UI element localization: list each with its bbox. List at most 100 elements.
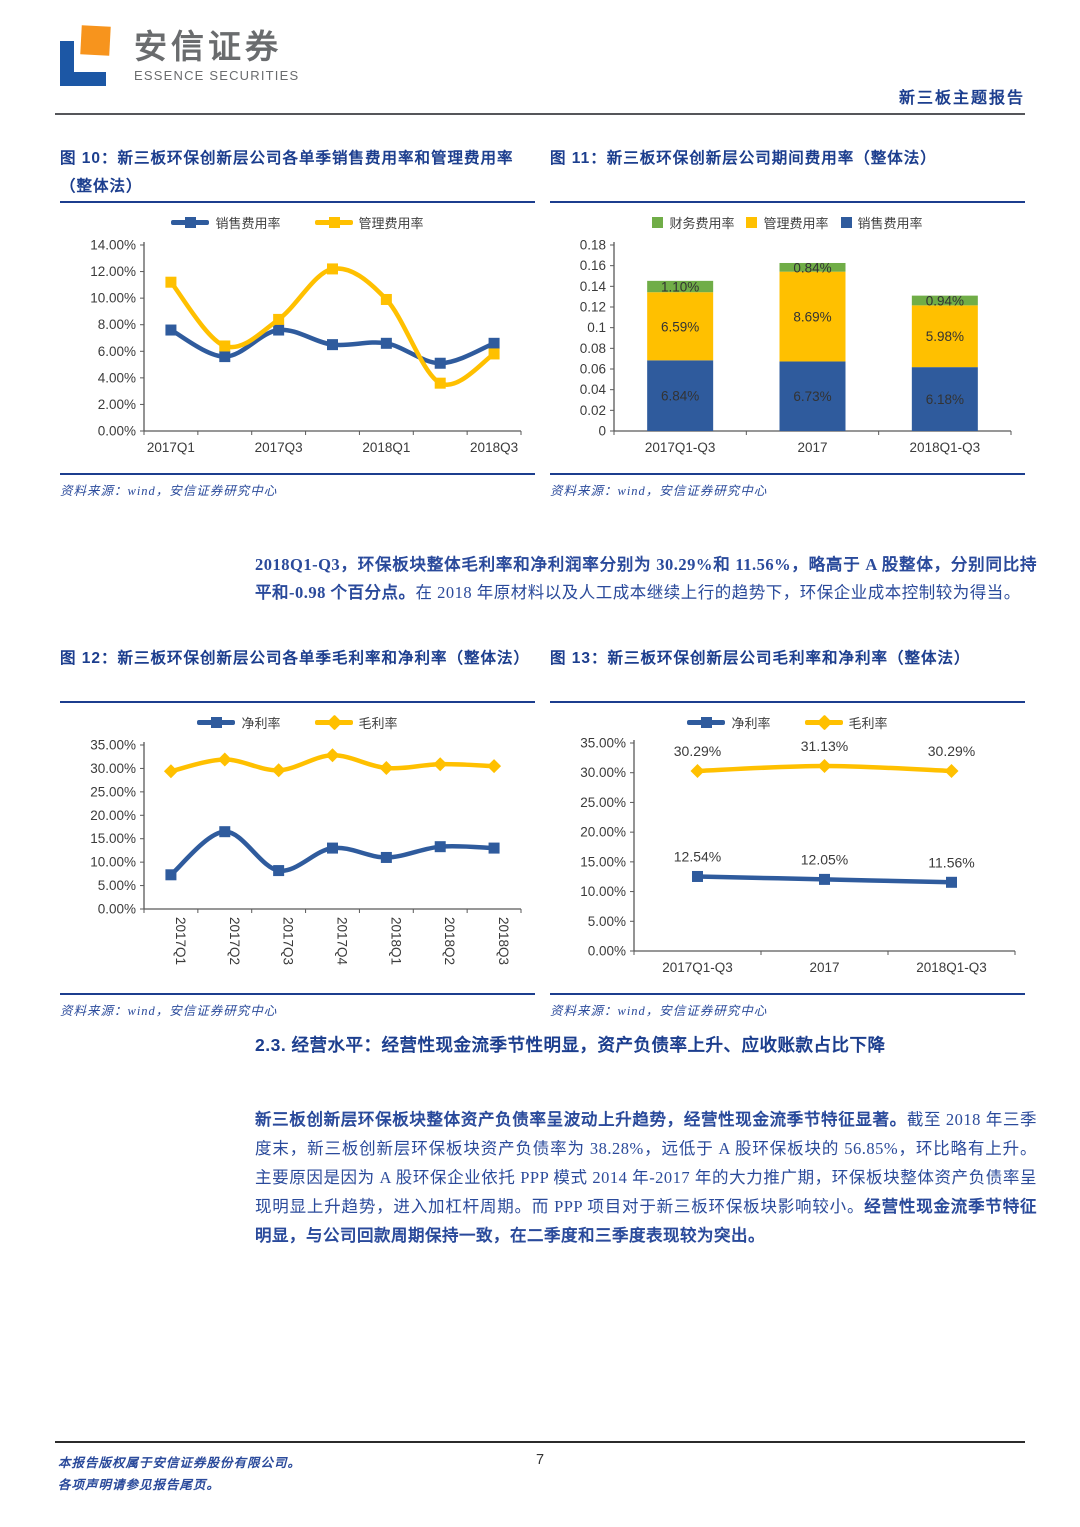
- legend-label: 毛利率: [358, 715, 398, 731]
- svg-text:0: 0: [598, 424, 606, 439]
- svg-text:0.84%: 0.84%: [793, 260, 831, 275]
- figure-12: 图 12：新三板环保创新层公司各单季毛利率和净利率（整体法） 净利率 毛利率 0.…: [60, 645, 535, 1019]
- svg-text:15.00%: 15.00%: [580, 854, 626, 869]
- legend-label: 财务费用率: [669, 215, 735, 231]
- footer-copyright: 本报告版权属于安信证券股份有限公司。 各项声明请参见报告尾页。: [58, 1452, 301, 1496]
- svg-text:2017Q1: 2017Q1: [173, 917, 188, 965]
- svg-text:2017Q4: 2017Q4: [335, 917, 350, 966]
- legend-item: 销售费用率: [171, 213, 281, 232]
- svg-text:0.1: 0.1: [587, 320, 606, 335]
- svg-text:0.16: 0.16: [580, 258, 606, 273]
- svg-text:2018Q3: 2018Q3: [470, 440, 518, 455]
- figure-12-chart: 0.00% 5.00% 10.00% 15.00% 20.00% 25.00% 30.00%…: [90, 738, 522, 966]
- svg-text:30.29%: 30.29%: [674, 743, 721, 759]
- svg-text:6.00%: 6.00%: [98, 344, 136, 359]
- figure-13-legend: 净利率 毛利率: [550, 709, 1025, 735]
- svg-text:30.00%: 30.00%: [90, 761, 136, 776]
- svg-text:2018Q1: 2018Q1: [362, 440, 410, 455]
- brand-text: 安信证券 ESSENCE SECURITIES: [134, 29, 299, 83]
- svg-text:25.00%: 25.00%: [90, 784, 136, 799]
- figure-13-chart: 0.00% 5.00% 10.00% 15.00% 20.00% 25.00% 30.00%…: [580, 736, 1016, 975]
- legend-item: 销售费用率: [840, 213, 923, 232]
- svg-text:6.59%: 6.59%: [661, 319, 699, 334]
- svg-text:20.00%: 20.00%: [580, 825, 626, 840]
- svg-text:2017: 2017: [809, 960, 839, 975]
- figure-13-source: 资料来源：wind，安信证券研究中心: [550, 993, 1025, 1019]
- svg-text:25.00%: 25.00%: [580, 795, 626, 810]
- svg-text:2.00%: 2.00%: [98, 397, 136, 412]
- footer-divider: [55, 1441, 1025, 1443]
- svg-text:11.56%: 11.56%: [928, 854, 974, 870]
- footer-copyright-line1: 本报告版权属于安信证券股份有限公司。: [58, 1456, 302, 1470]
- report-type-label: 新三板主题报告: [898, 90, 1025, 107]
- footer-copyright-line2: 各项声明请参见报告尾页。: [58, 1478, 221, 1492]
- svg-text:12.05%: 12.05%: [801, 851, 848, 867]
- figure-10-chart: 0.00% 2.00% 4.00% 6.00% 8.00% 10.00% 12.00% 14.…: [90, 238, 522, 455]
- legend-label: 净利率: [241, 715, 281, 731]
- svg-text:0.94%: 0.94%: [926, 293, 964, 308]
- legend-item: 净利率: [687, 713, 771, 732]
- svg-text:2018Q2: 2018Q2: [442, 917, 457, 965]
- svg-text:2017Q3: 2017Q3: [281, 917, 296, 965]
- legend-label: 销售费用率: [215, 215, 281, 231]
- svg-text:2017Q3: 2017Q3: [255, 440, 303, 455]
- svg-text:6.84%: 6.84%: [661, 389, 699, 404]
- legend-label: 管理费用率: [358, 215, 424, 231]
- legend-label: 销售费用率: [857, 215, 923, 231]
- legend-item: 财务费用率: [652, 213, 734, 232]
- svg-text:5.00%: 5.00%: [588, 914, 626, 929]
- figure-10: 图 10：新三板环保创新层公司各单季销售费用率和管理费用率（整体法） 销售费用率…: [60, 145, 535, 499]
- header-divider: [55, 113, 1025, 115]
- svg-text:31.13%: 31.13%: [801, 738, 848, 754]
- brand-block: 安信证券 ESSENCE SECURITIES: [60, 25, 299, 86]
- legend-line-icon: [804, 714, 843, 730]
- figure-13: 图 13：新三板环保创新层公司毛利率和净利率（整体法） 净利率 毛利率 0.00%…: [550, 645, 1025, 1019]
- svg-text:0.06: 0.06: [580, 362, 606, 377]
- svg-text:14.00%: 14.00%: [90, 238, 136, 253]
- svg-text:0.12: 0.12: [580, 300, 606, 315]
- figure-10-source: 资料来源：wind，安信证券研究中心: [60, 473, 535, 499]
- svg-text:30.29%: 30.29%: [928, 743, 975, 759]
- svg-text:0.04: 0.04: [580, 382, 607, 397]
- figure-12-source: 资料来源：wind，安信证券研究中心: [60, 993, 535, 1019]
- legend-item: 管理费用率: [314, 213, 424, 232]
- svg-text:2017Q2: 2017Q2: [227, 917, 242, 965]
- figure-11-source: 资料来源：wind，安信证券研究中心: [550, 473, 1025, 499]
- page-number: 7: [535, 1452, 545, 1468]
- svg-text:12.54%: 12.54%: [674, 848, 721, 864]
- legend-line-icon: [197, 716, 236, 728]
- figure-11-legend: 财务费用率 管理费用率 销售费用率: [550, 209, 1025, 235]
- svg-text:0.08: 0.08: [580, 341, 606, 356]
- section-heading-2-3: 2.3. 经营水平：经营性现金流季节性明显，资产负债率上升、应收账款占比下降: [255, 1035, 886, 1055]
- legend-item: 管理费用率: [746, 213, 829, 232]
- figure-13-title: 图 13：新三板环保创新层公司毛利率和净利率（整体法）: [550, 645, 1025, 703]
- svg-text:0.02: 0.02: [580, 403, 606, 418]
- legend-swatch-icon: [746, 216, 758, 228]
- svg-text:12.00%: 12.00%: [90, 264, 136, 279]
- figure-11: 图 11：新三板环保创新层公司期间费用率（整体法） 财务费用率 管理费用率 销售费用…: [550, 145, 1025, 499]
- svg-text:35.00%: 35.00%: [90, 738, 136, 753]
- svg-text:8.69%: 8.69%: [793, 310, 831, 325]
- legend-swatch-icon: [840, 216, 852, 228]
- legend-item: 毛利率: [804, 713, 888, 732]
- svg-text:0.00%: 0.00%: [588, 944, 626, 959]
- essence-securities-logo-icon: [60, 25, 118, 86]
- legend-line-icon: [687, 716, 726, 728]
- svg-text:2017: 2017: [797, 440, 827, 455]
- legend-line-icon: [314, 216, 353, 228]
- figure-12-legend: 净利率 毛利率: [60, 709, 535, 735]
- svg-text:10.00%: 10.00%: [90, 855, 136, 870]
- figure-10-legend: 销售费用率 管理费用率: [60, 209, 535, 235]
- svg-text:5.98%: 5.98%: [926, 329, 964, 344]
- commentary-paragraph-2: 新三板创新层环保板块整体资产负债率呈波动上升趋势，经营性现金流季节特征显著。截至…: [255, 1109, 1038, 1245]
- svg-text:2017Q1-Q3: 2017Q1-Q3: [645, 440, 716, 455]
- svg-text:35.00%: 35.00%: [580, 736, 626, 751]
- svg-text:4.00%: 4.00%: [98, 370, 136, 385]
- svg-text:8.00%: 8.00%: [98, 317, 136, 332]
- figure-11-chart: 0 0.02 0.04 0.06 0.08 0.1 0.12 0.14 0.16 0.18 2017…: [580, 238, 1012, 455]
- legend-label: 管理费用率: [763, 215, 829, 231]
- svg-text:2018Q3: 2018Q3: [496, 917, 511, 965]
- svg-text:15.00%: 15.00%: [90, 831, 136, 846]
- svg-text:2017Q1: 2017Q1: [147, 440, 195, 455]
